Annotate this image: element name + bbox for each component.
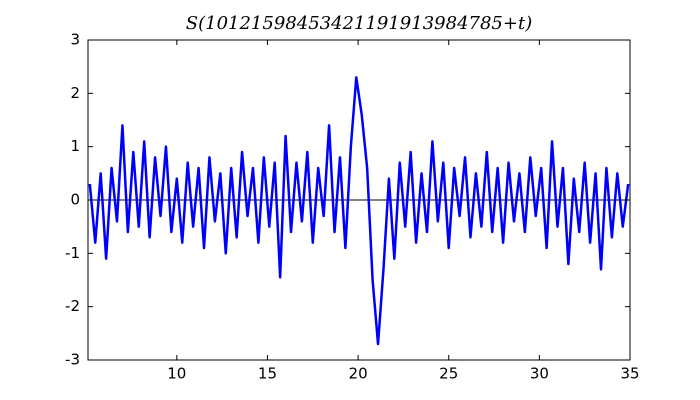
data-line: [88, 76, 630, 346]
y-tick-label: -2: [65, 297, 80, 315]
x-tick-label: 30: [530, 365, 549, 383]
y-tick-label: 1: [70, 137, 80, 155]
y-tick-label: 0: [70, 191, 80, 209]
y-tick-label: -1: [65, 244, 80, 262]
y-tick-label: -3: [65, 351, 80, 369]
x-tick-label: 15: [258, 365, 277, 383]
y-tick-label: 3: [70, 31, 80, 49]
x-tick-label: 35: [620, 365, 639, 383]
y-tick-label: 2: [70, 84, 80, 102]
chart-title: S(10121598453421191913984785+t): [186, 13, 532, 34]
x-tick-label: 20: [349, 365, 368, 383]
x-tick-label: 10: [167, 365, 186, 383]
x-tick-label: 25: [439, 365, 458, 383]
